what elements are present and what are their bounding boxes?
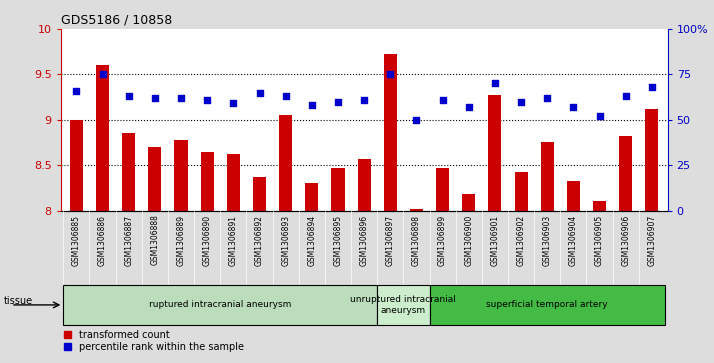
Point bbox=[568, 104, 579, 110]
Text: GSM1306904: GSM1306904 bbox=[569, 215, 578, 266]
Point bbox=[594, 113, 605, 119]
Bar bbox=[96, 65, 109, 211]
Bar bbox=[64, 285, 377, 325]
Bar bbox=[201, 151, 213, 211]
Point bbox=[437, 97, 448, 103]
Text: GSM1306890: GSM1306890 bbox=[203, 215, 211, 266]
Bar bbox=[306, 183, 318, 211]
Point bbox=[280, 93, 291, 99]
Point bbox=[411, 117, 422, 123]
Text: GSM1306892: GSM1306892 bbox=[255, 215, 264, 265]
Text: GSM1306899: GSM1306899 bbox=[438, 215, 447, 266]
Point bbox=[358, 97, 370, 103]
Point bbox=[253, 90, 265, 95]
Text: ruptured intracranial aneurysm: ruptured intracranial aneurysm bbox=[149, 301, 291, 309]
Bar bbox=[174, 140, 188, 211]
Point bbox=[516, 99, 527, 105]
Text: GSM1306898: GSM1306898 bbox=[412, 215, 421, 265]
Bar bbox=[377, 285, 430, 325]
Bar bbox=[122, 133, 135, 211]
Point bbox=[201, 97, 213, 103]
Point bbox=[228, 101, 239, 106]
Text: GSM1306907: GSM1306907 bbox=[648, 215, 656, 266]
Point bbox=[332, 99, 343, 105]
Text: GSM1306897: GSM1306897 bbox=[386, 215, 395, 266]
Point bbox=[306, 102, 318, 108]
Bar bbox=[253, 177, 266, 211]
Text: GSM1306886: GSM1306886 bbox=[98, 215, 107, 265]
Bar bbox=[645, 109, 658, 211]
Bar bbox=[540, 142, 554, 211]
Point bbox=[385, 72, 396, 77]
Text: GDS5186 / 10858: GDS5186 / 10858 bbox=[61, 13, 172, 26]
Text: GSM1306889: GSM1306889 bbox=[176, 215, 186, 265]
Text: GSM1306903: GSM1306903 bbox=[543, 215, 552, 266]
Point bbox=[149, 95, 161, 101]
Text: GSM1306900: GSM1306900 bbox=[464, 215, 473, 266]
Bar bbox=[515, 172, 528, 211]
Bar bbox=[383, 53, 397, 211]
Point bbox=[620, 93, 631, 99]
Text: unruptured intracranial
aneurysm: unruptured intracranial aneurysm bbox=[351, 295, 456, 315]
Point bbox=[123, 93, 134, 99]
Bar bbox=[70, 120, 83, 211]
Legend: transformed count, percentile rank within the sample: transformed count, percentile rank withi… bbox=[61, 328, 246, 354]
Bar bbox=[567, 180, 580, 211]
Point bbox=[463, 104, 475, 110]
Bar bbox=[358, 159, 371, 211]
Point bbox=[176, 95, 187, 101]
Bar bbox=[462, 194, 476, 211]
Bar bbox=[410, 209, 423, 211]
Text: tissue: tissue bbox=[4, 296, 33, 306]
Text: GSM1306885: GSM1306885 bbox=[72, 215, 81, 265]
Text: GSM1306893: GSM1306893 bbox=[281, 215, 290, 266]
Bar bbox=[430, 285, 665, 325]
Bar bbox=[149, 147, 161, 211]
Text: GSM1306888: GSM1306888 bbox=[151, 215, 159, 265]
Text: GSM1306905: GSM1306905 bbox=[595, 215, 604, 266]
Text: GSM1306895: GSM1306895 bbox=[333, 215, 343, 266]
Bar bbox=[279, 115, 292, 211]
Bar bbox=[619, 136, 633, 211]
Text: GSM1306902: GSM1306902 bbox=[517, 215, 526, 266]
Bar bbox=[488, 95, 501, 211]
Point bbox=[541, 95, 553, 101]
Text: GSM1306896: GSM1306896 bbox=[360, 215, 368, 266]
Text: GSM1306891: GSM1306891 bbox=[229, 215, 238, 265]
Text: GSM1306906: GSM1306906 bbox=[621, 215, 630, 266]
Text: superficial temporal artery: superficial temporal artery bbox=[486, 301, 608, 309]
Text: GSM1306894: GSM1306894 bbox=[307, 215, 316, 266]
Bar bbox=[331, 168, 345, 211]
Bar bbox=[227, 154, 240, 211]
Bar bbox=[436, 168, 449, 211]
Bar bbox=[593, 201, 606, 211]
Point bbox=[646, 84, 658, 90]
Point bbox=[489, 81, 501, 86]
Point bbox=[71, 88, 82, 94]
Text: GSM1306901: GSM1306901 bbox=[491, 215, 499, 266]
Point bbox=[97, 72, 109, 77]
Text: GSM1306887: GSM1306887 bbox=[124, 215, 134, 265]
